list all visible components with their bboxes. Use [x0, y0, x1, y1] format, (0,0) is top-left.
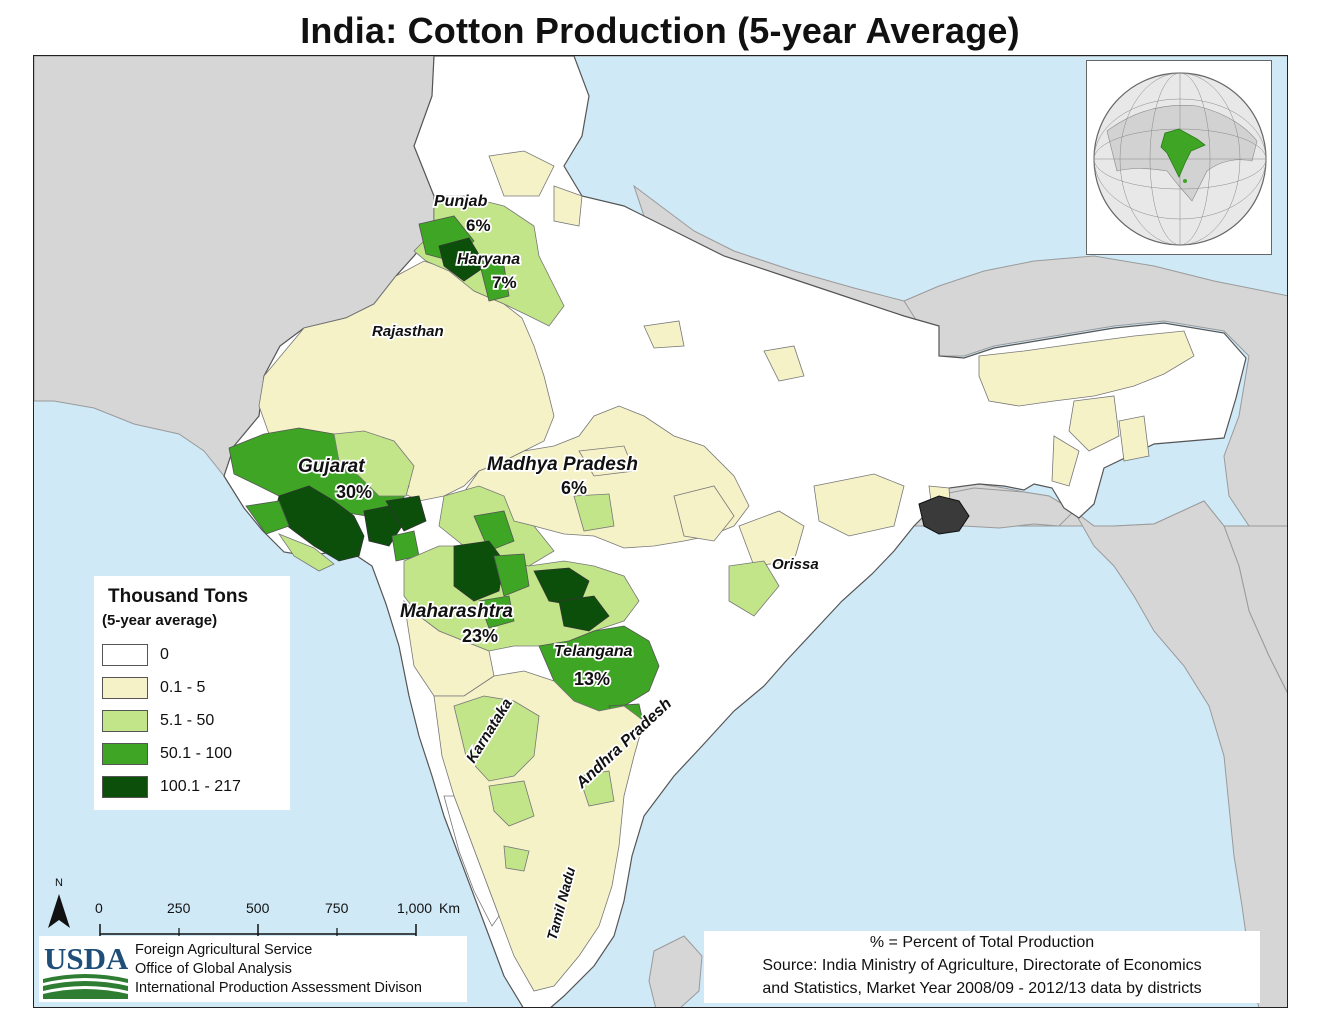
legend-label: 0 [160, 646, 169, 663]
legend-subtitle: (5-year average) [102, 612, 218, 629]
legend-item-2: 5.1 - 50 [102, 710, 287, 734]
agency-block: USDA Foreign Agricultural Service Office… [39, 936, 467, 1002]
globe-svg [1093, 72, 1267, 246]
southern-region [433, 670, 645, 992]
scale-tick-0: 0 [95, 900, 103, 916]
legend-swatch [102, 743, 148, 765]
agency-line-1: Foreign Agricultural Service [135, 942, 313, 958]
madhya-pradesh-region [438, 405, 750, 567]
share-haryana: 7% [492, 273, 517, 292]
legend-label: 5.1 - 50 [160, 712, 215, 729]
source-block: % = Percent of Total Production Source: … [704, 931, 1260, 1003]
legend-item-3: 50.1 - 100 [102, 743, 287, 767]
agency-line-3: International Production Assessment Divi… [135, 980, 422, 996]
usda-logo-text: USDA [44, 941, 128, 976]
source-line-3: and Statistics, Market Year 2008/09 - 20… [762, 980, 1202, 997]
scale-tick-1000: 1,000 [397, 900, 432, 916]
share-maharashtra: 23% [462, 626, 498, 646]
legend-swatch [102, 776, 148, 798]
map-frame[interactable]: Punjab 6% Haryana 7% Rajasthan Gujarat 3… [33, 55, 1288, 1008]
legend-label: 100.1 - 217 [160, 778, 241, 795]
north-arrow: N [48, 877, 70, 928]
legend-item-0: 0 [102, 644, 287, 668]
source-line-2: Source: India Ministry of Agriculture, D… [762, 957, 1202, 974]
legend-title: Thousand Tons [108, 586, 249, 607]
telangana-region [538, 595, 660, 732]
legend-swatch [102, 677, 148, 699]
bangladesh-delta-coast [918, 495, 970, 535]
scale-tick-500: 500 [246, 900, 270, 916]
label-haryana: Haryana [457, 251, 520, 268]
map-title: India: Cotton Production (5-year Average… [300, 10, 1020, 51]
agency-line-2: Office of Global Analysis [135, 961, 292, 977]
neighbor-land [34, 56, 1287, 1007]
share-punjab: 6% [466, 216, 491, 235]
label-madhya-pradesh: Madhya Pradesh [487, 454, 638, 475]
share-telangana: 13% [574, 669, 610, 689]
legend-swatch [102, 644, 148, 666]
legend-item-1: 0.1 - 5 [102, 677, 287, 701]
punjab-haryana-region [413, 195, 565, 327]
globe-inset [1086, 60, 1272, 255]
legend-label: 50.1 - 100 [160, 745, 233, 762]
label-orissa: Orissa [772, 556, 819, 573]
scale-bar: 0 250 500 750 1,000 Km [95, 900, 460, 936]
legend-item-4: 100.1 - 217 [102, 776, 287, 800]
label-punjab: Punjab [434, 193, 488, 210]
label-gujarat: Gujarat [298, 456, 365, 477]
source-line-1: % = Percent of Total Production [869, 934, 1095, 951]
legend-swatch [102, 710, 148, 732]
scale-unit: Km [439, 900, 460, 916]
share-gujarat: 30% [336, 482, 372, 502]
label-rajasthan: Rajasthan [372, 323, 444, 340]
legend: Thousand Tons (5-year average) 0 0.1 - 5… [94, 576, 290, 810]
share-madhya-pradesh: 6% [561, 478, 587, 498]
label-maharashtra: Maharashtra [400, 601, 513, 622]
eastern-region [578, 320, 953, 617]
legend-label: 0.1 - 5 [160, 679, 206, 696]
usda-logo: USDA [43, 941, 128, 999]
gujarat-region [228, 427, 427, 572]
label-telangana: Telangana [554, 643, 633, 660]
scale-tick-750: 750 [325, 900, 349, 916]
north-hills-region [488, 150, 583, 227]
north-label: N [55, 877, 63, 889]
scale-tick-250: 250 [167, 900, 191, 916]
northeast-region [978, 330, 1195, 487]
india-map[interactable]: Punjab 6% Haryana 7% Rajasthan Gujarat 3… [34, 56, 1288, 1008]
